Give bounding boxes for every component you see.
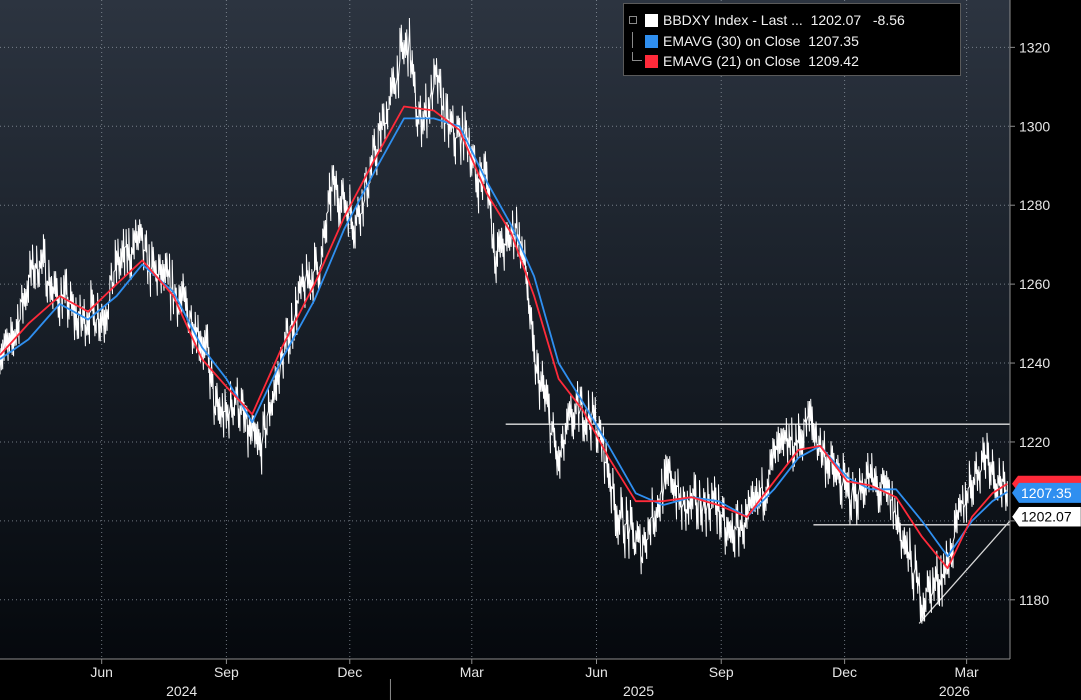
collapse-icon[interactable] xyxy=(629,16,637,24)
legend-item-ema30[interactable]: EMAVG (30) on Close 1207.35 xyxy=(632,31,859,51)
ema30-price-tag xyxy=(1012,482,1081,503)
year-label: 2026 xyxy=(939,683,970,699)
legend-series-name: EMAVG (21) on Close xyxy=(663,53,801,69)
legend-swatch-white xyxy=(645,14,658,27)
legend-series-name: EMAVG (30) on Close xyxy=(663,33,801,49)
legend-last-value: 1202.07 xyxy=(810,12,862,28)
y-tick-label: 1260 xyxy=(1019,276,1050,292)
y-tick-label: 1280 xyxy=(1019,197,1050,213)
last-price-tag xyxy=(1011,506,1081,527)
year-label: 2024 xyxy=(166,683,197,699)
x-axis-background xyxy=(0,659,1010,700)
legend-swatch-blue xyxy=(645,35,658,48)
x-tick-label: Sep xyxy=(214,664,239,680)
axes: 11801200122012401260128013001320JunSepDe… xyxy=(90,39,1050,700)
tree-connector xyxy=(632,52,642,61)
price-tags: 1207.35 1202.07 xyxy=(1011,475,1081,527)
rising-trend-line xyxy=(918,520,1010,624)
y-tick-label: 1240 xyxy=(1019,355,1050,371)
y-tick-label: 1320 xyxy=(1019,39,1050,55)
x-tick-label: Jun xyxy=(90,664,113,680)
y-tick-label: 1180 xyxy=(1019,592,1049,608)
price-tag-label: 1207.35 xyxy=(1021,485,1072,501)
legend-last-value: 1209.42 xyxy=(808,53,859,69)
legend-change-value: -8.56 xyxy=(872,12,905,28)
x-tick-label: Sep xyxy=(709,664,734,680)
year-label: 2025 xyxy=(623,683,654,699)
tree-connector xyxy=(632,32,642,48)
legend-swatch-red xyxy=(645,55,658,68)
legend-item-ema21[interactable]: EMAVG (21) on Close 1209.42 xyxy=(632,51,859,71)
x-tick-label: Mar xyxy=(955,664,979,680)
legend-last-value: 1207.35 xyxy=(808,33,859,49)
y-tick-label: 1300 xyxy=(1019,118,1050,134)
axis-background xyxy=(1010,0,1081,700)
x-tick-label: Dec xyxy=(832,664,857,680)
x-tick-label: Dec xyxy=(337,664,362,680)
series-lines xyxy=(0,17,1008,624)
x-tick-label: Mar xyxy=(460,664,484,680)
y-tick-label: 1220 xyxy=(1019,434,1050,450)
legend-item-bbdxy[interactable]: BBDXY Index - Last ... 1202.07 -8.56 xyxy=(629,10,905,30)
x-tick-label: Jun xyxy=(585,664,608,680)
legend: BBDXY Index - Last ... 1202.07 -8.56 EMA… xyxy=(623,3,961,76)
legend-series-name: BBDXY Index - Last ... xyxy=(663,12,803,28)
ema30-series-line xyxy=(0,117,1008,558)
ema21-series-line xyxy=(0,105,1008,570)
price-tag-label: 1202.07 xyxy=(1021,509,1072,525)
